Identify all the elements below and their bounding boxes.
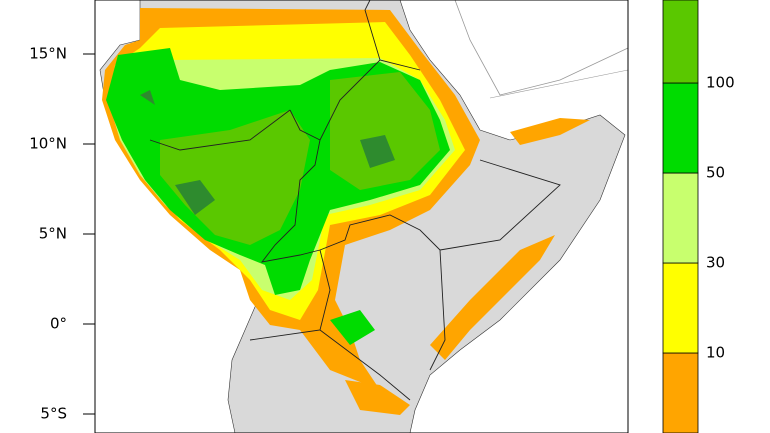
colorbar-label: 10: [706, 344, 725, 362]
map: [94, 0, 629, 433]
map-frame: [94, 0, 629, 433]
orange-somalia: [510, 118, 590, 145]
lat-tick-label: 0°: [50, 315, 67, 333]
colorbar-segment: [662, 82, 699, 174]
lat-tick-label: 10°N: [29, 135, 67, 153]
latitude-axis: 15°N 10°N 5°N 0° 5°S: [29, 45, 95, 423]
colorbar: 10 30 50 100: [662, 0, 735, 433]
orange-coast: [430, 235, 555, 360]
colorbar-segment: [662, 0, 699, 84]
colorbar-label: 30: [706, 254, 725, 272]
lat-tick-label: 15°N: [29, 45, 67, 63]
colorbar-segment: [662, 262, 699, 354]
lat-tick-label: 5°N: [39, 225, 67, 243]
colorbar-label: 100: [706, 74, 735, 92]
dark-green-zone: [330, 72, 440, 190]
colorbar-segment: [662, 172, 699, 264]
orange-south: [345, 380, 410, 415]
lat-tick-label: 5°S: [40, 405, 67, 423]
colorbar-label: 50: [706, 164, 725, 182]
arabia-border: [489, 69, 629, 99]
arabia-coast: [454, 0, 629, 96]
colorbar-segment: [662, 352, 699, 433]
borders: [149, 0, 561, 401]
green-patch: [330, 310, 375, 345]
